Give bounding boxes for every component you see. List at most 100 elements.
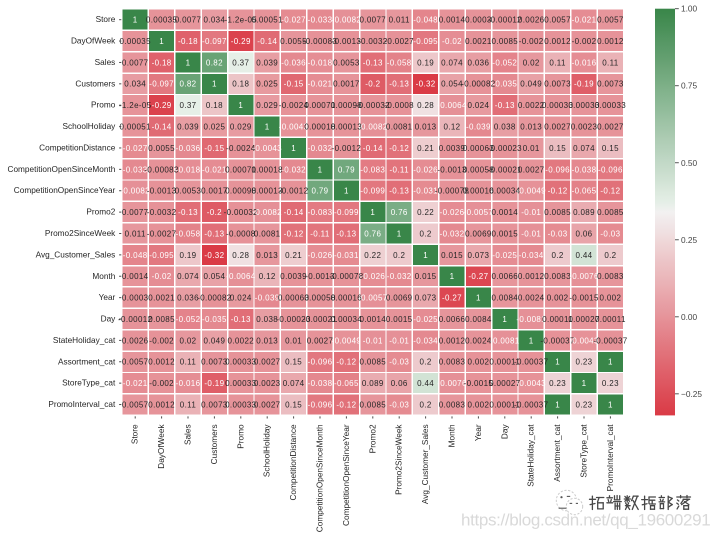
svg-text:0.0014: 0.0014 — [439, 16, 466, 25]
svg-text:0.013: 0.013 — [415, 122, 437, 131]
svg-text:-0.13: -0.13 — [363, 58, 383, 67]
svg-text:-0.12: -0.12 — [548, 187, 568, 196]
svg-text:1: 1 — [212, 80, 217, 89]
svg-text:0.22: 0.22 — [364, 251, 381, 260]
svg-text:-0.058: -0.058 — [176, 229, 201, 238]
svg-text:-0.036: -0.036 — [281, 58, 306, 67]
svg-text:-0.29: -0.29 — [152, 101, 172, 110]
svg-text:1: 1 — [423, 251, 428, 260]
svg-text:-1.2e-05: -1.2e-05 — [224, 16, 257, 25]
svg-text:0.011: 0.011 — [389, 16, 410, 25]
svg-text:-0.0012: -0.0012 — [332, 144, 362, 153]
svg-text:Month: Month — [448, 424, 457, 447]
svg-text:1: 1 — [608, 358, 613, 367]
svg-text:0.038: 0.038 — [256, 315, 278, 324]
svg-text:-0.03: -0.03 — [548, 229, 568, 238]
svg-text:-0.034: -0.034 — [413, 336, 438, 345]
svg-text:StateHoliday_cat: StateHoliday_cat — [527, 424, 536, 487]
svg-text:-0.027: -0.027 — [123, 144, 148, 153]
svg-text:-0.096: -0.096 — [308, 358, 333, 367]
svg-text:-0.0013: -0.0013 — [305, 272, 335, 281]
svg-text:0.00018: 0.00018 — [304, 122, 336, 131]
svg-text:-0.0082: -0.0082 — [332, 16, 362, 25]
svg-text:0.0083: 0.0083 — [544, 272, 571, 281]
svg-text:-0.0015: -0.0015 — [569, 294, 599, 303]
svg-text:0.28: 0.28 — [417, 101, 434, 110]
svg-text:0.0022: 0.0022 — [518, 101, 545, 110]
svg-text:0.0085: 0.0085 — [360, 400, 387, 409]
svg-text:-0.0024: -0.0024 — [279, 101, 309, 110]
svg-text:0.015: 0.015 — [441, 251, 463, 260]
svg-text:-0.13: -0.13 — [389, 187, 409, 196]
svg-text:-0.18: -0.18 — [152, 58, 172, 67]
svg-text:-0.18: -0.18 — [178, 37, 198, 46]
svg-text:0.11: 0.11 — [602, 58, 619, 67]
svg-text:StoreType_cat: StoreType_cat — [580, 424, 589, 478]
svg-text:0.23: 0.23 — [576, 358, 593, 367]
svg-text:0.15: 0.15 — [285, 400, 302, 409]
svg-text:0.0012: 0.0012 — [597, 37, 624, 46]
svg-text:-0.018: -0.018 — [176, 165, 201, 174]
svg-text:Promo: Promo — [236, 424, 245, 449]
svg-text:0.0021: 0.0021 — [148, 294, 175, 303]
svg-text:CompetitionOpenSinceYear: CompetitionOpenSinceYear — [342, 424, 351, 526]
svg-text:1: 1 — [265, 122, 270, 131]
svg-text:0.00011: 0.00011 — [542, 315, 573, 324]
svg-text:-0.095: -0.095 — [413, 37, 438, 46]
svg-text:0.0053: 0.0053 — [175, 187, 202, 196]
svg-text:0.0017: 0.0017 — [201, 187, 228, 196]
svg-text:1: 1 — [476, 294, 481, 303]
svg-text:0.76: 0.76 — [391, 208, 408, 217]
svg-text:0.038: 0.038 — [494, 122, 516, 131]
svg-text:0.82: 0.82 — [206, 58, 223, 67]
svg-text:0.15: 0.15 — [285, 358, 302, 367]
svg-text:1.00: 1.00 — [681, 4, 698, 14]
svg-text:0.054: 0.054 — [204, 272, 226, 281]
svg-text:0.00033: 0.00033 — [595, 101, 627, 110]
svg-text:-0.021: -0.021 — [123, 379, 148, 388]
svg-text:-0.27: -0.27 — [442, 294, 462, 303]
svg-text:DayOfWeek: DayOfWeek — [157, 424, 166, 469]
svg-text:0.0027: 0.0027 — [518, 165, 545, 174]
svg-text:0.0014: 0.0014 — [122, 272, 149, 281]
svg-text:-0.0013: -0.0013 — [332, 37, 362, 46]
svg-text:-0.032: -0.032 — [281, 165, 306, 174]
svg-text:-0.00037: -0.00037 — [593, 336, 628, 345]
svg-text:-0.002: -0.002 — [149, 336, 174, 345]
svg-text:-0.13: -0.13 — [231, 315, 251, 324]
svg-text:0.00033: 0.00033 — [225, 379, 257, 388]
svg-text:-0.01: -0.01 — [363, 336, 383, 345]
svg-text:0.0039: 0.0039 — [280, 272, 307, 281]
svg-text:-0.016: -0.016 — [176, 379, 201, 388]
svg-text:Month: Month — [92, 272, 115, 281]
svg-text:-0.13: -0.13 — [336, 229, 356, 238]
svg-text:Day: Day — [101, 315, 117, 324]
svg-text:-0.065: -0.065 — [334, 379, 359, 388]
svg-text:-0.0013: -0.0013 — [437, 165, 467, 174]
svg-text:0.0077: 0.0077 — [122, 208, 149, 217]
svg-text:0.00027: 0.00027 — [489, 379, 521, 388]
svg-text:0.00033: 0.00033 — [225, 358, 257, 367]
svg-text:DayOfWeek: DayOfWeek — [71, 37, 116, 46]
svg-text:-0.11: -0.11 — [310, 229, 330, 238]
svg-text:-0.03: -0.03 — [389, 358, 409, 367]
svg-text:0.0073: 0.0073 — [201, 358, 228, 367]
svg-text:-0.00037: -0.00037 — [540, 336, 575, 345]
svg-text:0.00071: 0.00071 — [304, 101, 336, 110]
svg-text:Store: Store — [96, 15, 116, 24]
svg-text:0.0012: 0.0012 — [518, 272, 545, 281]
svg-text:0.15: 0.15 — [549, 144, 566, 153]
svg-text:Sales: Sales — [184, 424, 193, 445]
svg-text:0.0014: 0.0014 — [492, 208, 519, 217]
svg-text:-0.035: -0.035 — [202, 315, 227, 324]
svg-text:-0.19: -0.19 — [574, 80, 594, 89]
svg-text:-0.032: -0.032 — [387, 272, 412, 281]
svg-text:-0.0024: -0.0024 — [226, 144, 256, 153]
svg-text:0.034: 0.034 — [124, 80, 146, 89]
svg-text:-0.002: -0.002 — [149, 379, 174, 388]
svg-text:-0.29: -0.29 — [231, 37, 251, 46]
svg-text:1: 1 — [582, 379, 587, 388]
svg-text:0.0066: 0.0066 — [492, 272, 519, 281]
svg-text:1: 1 — [186, 58, 191, 67]
svg-text:-0.15: -0.15 — [284, 80, 304, 89]
